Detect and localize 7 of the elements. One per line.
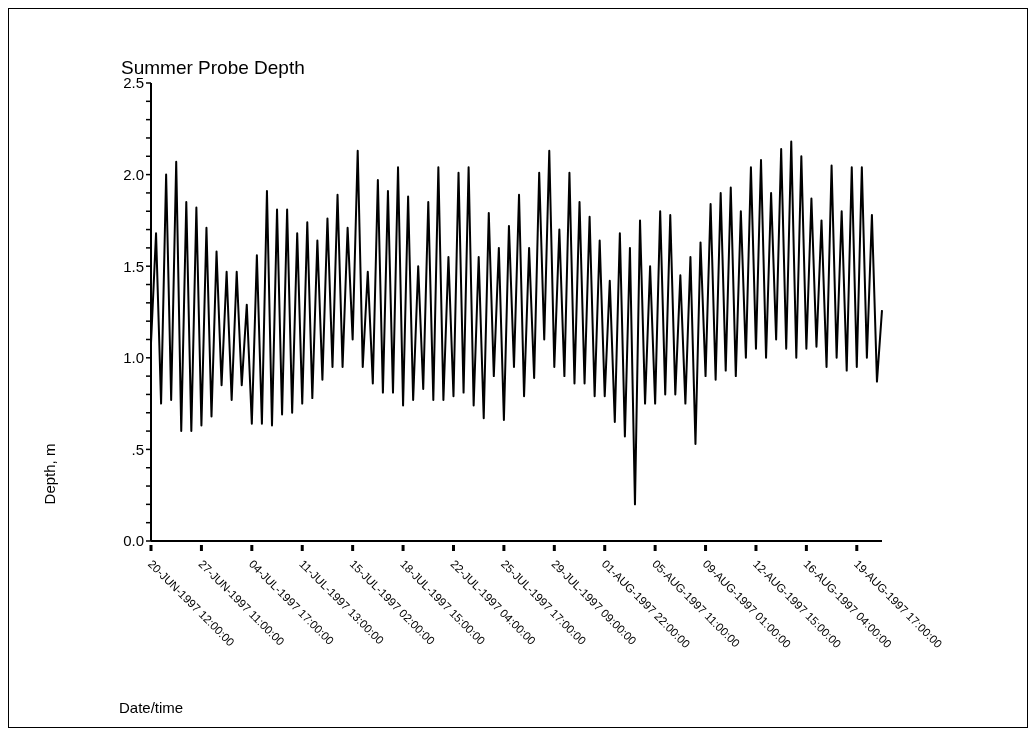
y-tick-label: 1.0	[123, 349, 144, 367]
y-tick-label: 0.0	[123, 532, 144, 550]
x-axis-title: Date/time	[119, 699, 184, 716]
y-tick-label: .5	[131, 440, 144, 458]
y-tick-label: 2.0	[123, 165, 144, 183]
y-axis-title: Depth, m	[40, 443, 58, 505]
y-tick-label: 1.5	[123, 257, 144, 275]
